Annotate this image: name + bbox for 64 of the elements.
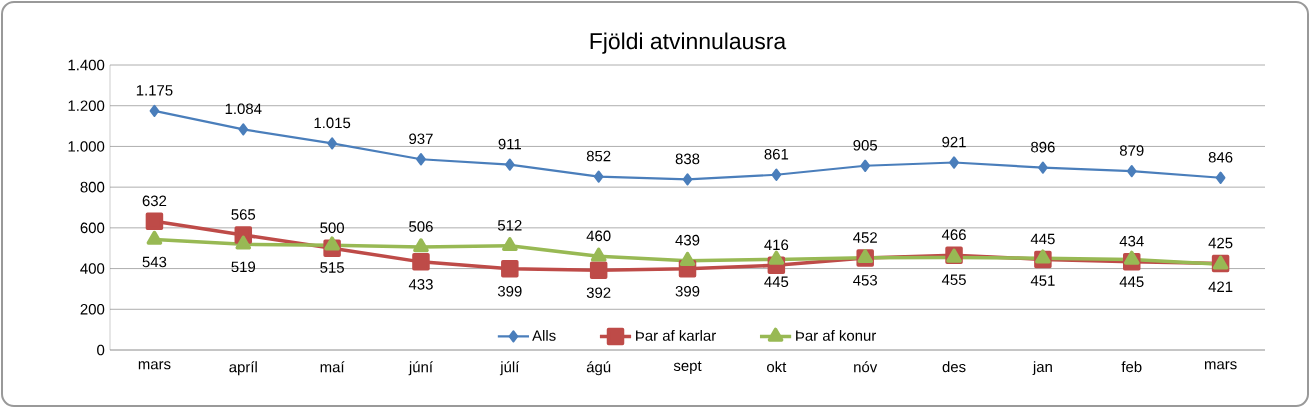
data-label: 921	[942, 136, 966, 148]
x-tick-label: nóv	[854, 361, 878, 373]
data-label: 543	[142, 256, 167, 268]
data-label: 852	[586, 150, 611, 162]
x-tick-label: okt	[767, 361, 787, 373]
x-tick-label: maí	[320, 361, 345, 373]
data-label: 445	[764, 276, 789, 288]
x-tick-label: sept	[673, 361, 702, 374]
data-label: 500	[320, 222, 344, 234]
data-label: 455	[941, 274, 966, 285]
data-label: 452	[853, 232, 877, 243]
x-tick-label: jan	[1032, 361, 1052, 376]
data-label: 905	[853, 139, 878, 151]
data-label: 399	[497, 285, 522, 297]
x-tick-label: apríl	[229, 361, 257, 376]
data-label: 515	[320, 262, 344, 273]
x-tick-label: mars	[1204, 361, 1237, 370]
data-label: 632	[142, 195, 167, 207]
data-label: 445	[1030, 233, 1055, 245]
legend-label: Þar af konur	[796, 329, 877, 341]
data-label: 512	[497, 219, 522, 231]
data-label: 439	[675, 234, 700, 246]
y-tick-label: 1.400	[68, 59, 105, 71]
x-tick-label: mars	[138, 361, 171, 370]
x-tick-label: júní	[408, 361, 433, 376]
chart-title: Fjöldi atvinnulausra	[590, 32, 787, 54]
data-label: 416	[764, 239, 789, 251]
data-label: 453	[853, 274, 878, 286]
data-label: 937	[409, 133, 433, 145]
data-label: 565	[231, 209, 256, 220]
y-tick-label: 800	[80, 181, 105, 193]
y-tick-label: 0	[97, 344, 105, 356]
data-label: 433	[408, 279, 433, 290]
y-tick-label: 200	[80, 303, 105, 315]
data-label: 434	[1119, 235, 1144, 247]
data-label: 425	[1208, 237, 1233, 249]
data-label: 896	[1031, 141, 1055, 153]
x-tick-label: feb	[1121, 361, 1142, 373]
data-label: 451	[1030, 275, 1055, 286]
data-label: 466	[941, 229, 966, 240]
x-tick-label: júlí	[499, 361, 520, 376]
data-label: 421	[1208, 281, 1233, 292]
data-label: 838	[675, 153, 700, 165]
data-label: 846	[1208, 152, 1233, 163]
y-tick-label: 600	[80, 222, 105, 234]
data-label: 519	[231, 261, 256, 273]
data-label: 1.175	[136, 85, 173, 96]
x-tick-label: ágú	[586, 361, 611, 376]
data-label: 392	[586, 287, 611, 298]
data-label: 861	[764, 148, 789, 160]
x-tick-label: des	[942, 361, 966, 373]
data-label: 879	[1119, 145, 1144, 156]
data-label: 911	[498, 138, 521, 150]
data-label: 399	[675, 285, 700, 297]
data-label: 445	[1119, 276, 1144, 288]
legend-label: Alls	[532, 329, 556, 341]
legend-label: Þar af karlar	[636, 329, 716, 341]
data-label: 1.084	[225, 103, 262, 115]
y-tick-label: 1.000	[68, 141, 105, 152]
y-tick-label: 1.200	[68, 100, 105, 111]
data-label: 460	[586, 230, 611, 242]
data-label: 1.015	[314, 117, 351, 129]
data-label: 506	[409, 221, 433, 232]
y-tick-label: 400	[80, 263, 105, 274]
